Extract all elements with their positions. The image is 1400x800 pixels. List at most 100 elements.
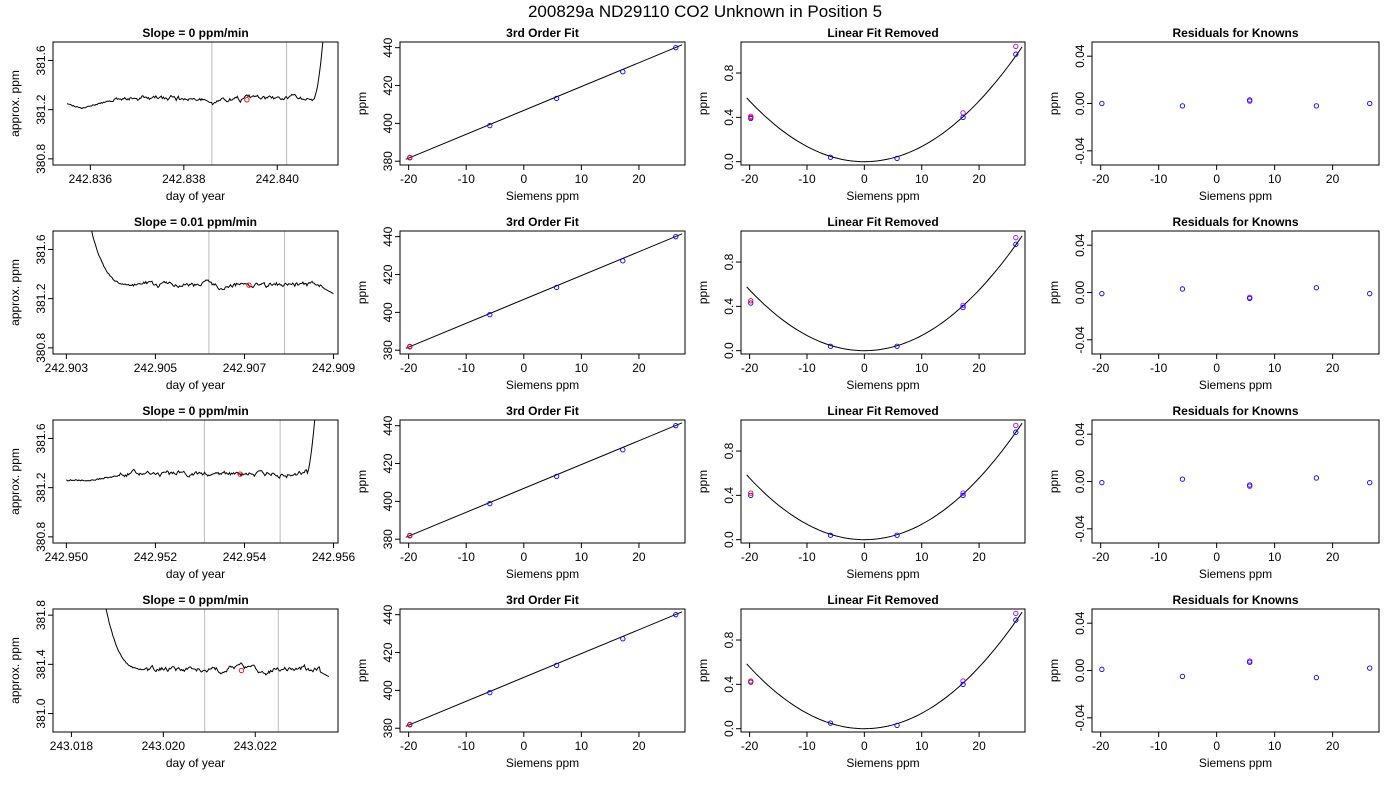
highlight-marker — [237, 471, 243, 477]
fit-curve — [746, 235, 1023, 352]
x-tick-label: 0 — [861, 361, 868, 375]
x-tick-label: 10 — [1268, 361, 1282, 375]
plot-area — [405, 44, 683, 161]
plot-frame — [1091, 230, 1380, 355]
data-point — [1313, 103, 1320, 109]
data-point — [553, 662, 560, 669]
data-point-alt — [960, 110, 966, 116]
highlight-marker — [407, 721, 413, 728]
data-point — [827, 532, 834, 538]
data-trace — [66, 420, 316, 482]
x-axis-label: Siemens ppm — [506, 756, 579, 770]
panel-0-1: 3rd Order Fit -20 -10 0 10 20 380 400 420 440 Siem… — [355, 26, 686, 203]
plot-frame — [740, 230, 1026, 355]
y-tick-label: 400 — [381, 113, 395, 133]
y-tick-label: 0.0 — [722, 531, 736, 548]
fit-line — [405, 611, 683, 727]
y-tick-label: 0.04 — [1073, 233, 1087, 257]
panel-2-0: Slope = 0 ppm/min 242.950 242.952 242.954 24… — [8, 404, 356, 581]
plot-frame — [740, 419, 1026, 544]
fit-curve — [746, 46, 1023, 163]
plot-frame — [52, 419, 339, 544]
y-tick-label: 400 — [381, 491, 395, 511]
panel-1-0: Slope = 0.01 ppm/min 242.903 242.905 242.90… — [8, 215, 356, 392]
y-axis-label: ppm — [1047, 659, 1061, 682]
data-point — [553, 473, 560, 480]
highlight-marker — [407, 532, 413, 539]
y-tick-label: 0.4 — [722, 109, 736, 126]
x-tick-label: 10 — [915, 361, 929, 375]
plot-area — [405, 611, 683, 728]
y-tick-label: 420 — [381, 264, 395, 284]
y-axis-label: ppm — [696, 92, 710, 115]
y-axis-label: ppm — [696, 470, 710, 493]
y-tick-label: 400 — [381, 680, 395, 700]
y-axis-label: ppm — [355, 281, 369, 304]
highlight-marker — [244, 97, 250, 103]
panel-3-2: Linear Fit Removed -20 -10 0 10 20 0.0 0.4 0.8 Si… — [696, 593, 1026, 770]
plot-frame — [399, 608, 686, 733]
data-point — [620, 69, 626, 75]
y-tick-label: 381.4 — [34, 649, 48, 679]
y-tick-label: 0.00 — [1073, 91, 1087, 115]
plot-frame — [399, 41, 686, 166]
y-tick-label: 0.00 — [1073, 280, 1087, 304]
x-axis-label: day of year — [166, 756, 225, 770]
x-tick-label: 20 — [1326, 739, 1340, 753]
plot-frame — [1091, 419, 1380, 544]
data-point — [1247, 659, 1253, 665]
x-tick-label: -10 — [798, 361, 816, 375]
data-point — [1099, 666, 1105, 672]
y-tick-label: 440 — [381, 226, 395, 246]
y-tick-label: 440 — [381, 37, 395, 57]
panel-title: Residuals for Knowns — [1172, 26, 1298, 40]
data-point — [553, 284, 560, 291]
data-point — [1013, 241, 1019, 247]
y-tick-label: 381.2 — [34, 283, 48, 313]
x-tick-label: 0 — [1213, 739, 1220, 753]
x-tick-label: 20 — [972, 550, 986, 564]
data-point — [1099, 291, 1105, 297]
data-point — [1013, 617, 1019, 623]
fit-line — [405, 44, 683, 160]
highlight-marker — [748, 298, 754, 304]
y-tick-label: 0.0 — [722, 342, 736, 359]
data-point — [1099, 100, 1105, 107]
data-point — [673, 612, 679, 618]
x-tick-label: -20 — [400, 172, 418, 186]
x-axis-label: day of year — [166, 378, 225, 392]
x-tick-label: 242.952 — [134, 550, 178, 564]
x-tick-label: -10 — [1150, 739, 1168, 753]
data-point-alt — [1013, 422, 1019, 429]
y-tick-label: -0.04 — [1073, 704, 1087, 732]
panel-title: Linear Fit Removed — [827, 26, 938, 40]
panel-title: 3rd Order Fit — [506, 593, 579, 607]
panel-title: Residuals for Knowns — [1172, 404, 1298, 418]
panel-1-1: 3rd Order Fit -20 -10 0 10 20 380 400 420 440 Siem… — [355, 215, 686, 392]
plot-frame — [52, 230, 339, 355]
data-point — [1367, 480, 1373, 486]
data-point — [487, 311, 493, 318]
fit-curve — [746, 611, 1023, 730]
x-tick-label: -10 — [458, 172, 476, 186]
data-point — [673, 45, 679, 51]
panel-title: Slope = 0 ppm/min — [142, 404, 248, 418]
x-tick-label: -20 — [741, 172, 759, 186]
y-axis-label: ppm — [696, 659, 710, 682]
panel-title: Slope = 0.01 ppm/min — [134, 215, 257, 229]
plot-area — [746, 234, 1023, 352]
highlight-marker — [407, 154, 413, 161]
highlight-marker — [748, 114, 754, 121]
plot-frame — [52, 608, 339, 733]
x-axis-label: Siemens ppm — [1199, 189, 1272, 203]
y-tick-label: 381.8 — [34, 600, 48, 630]
y-tick-label: 380 — [381, 340, 395, 360]
data-point — [673, 423, 679, 429]
y-axis-label: ppm — [355, 470, 369, 493]
panel-title: 3rd Order Fit — [506, 215, 579, 229]
y-tick-label: 0.8 — [722, 64, 736, 81]
y-axis-label: ppm — [355, 92, 369, 115]
y-tick-label: 0.00 — [1073, 469, 1087, 493]
plot-area — [91, 231, 334, 354]
